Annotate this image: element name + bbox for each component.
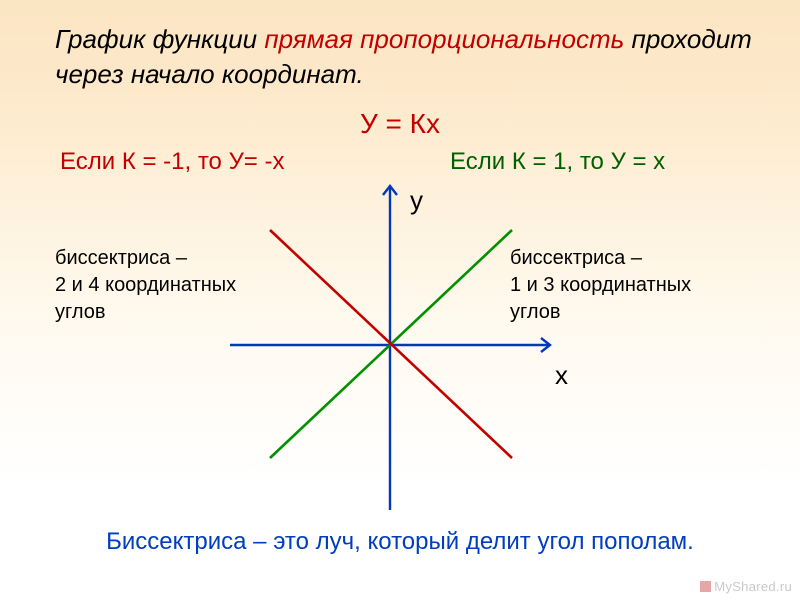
slide: { "title": { "prefix": "График функции "…	[0, 0, 800, 600]
slide-title: График функции прямая пропорциональность…	[55, 22, 755, 92]
title-highlight: прямая пропорциональность	[264, 24, 624, 54]
watermark-text: MyShared.ru	[714, 579, 792, 594]
equation-main: У = Кх	[0, 108, 800, 140]
coordinate-chart	[210, 180, 570, 520]
bisector-definition: Биссектриса – это луч, который делит уго…	[0, 528, 800, 556]
watermark-icon	[700, 581, 711, 592]
note-left-line1: биссектриса –	[55, 247, 187, 269]
axes	[230, 186, 550, 510]
title-prefix: График функции	[55, 24, 264, 54]
condition-k-plus-1: Если К = 1, то У = х	[450, 148, 665, 176]
note-left-line2: 2 и 4 координатных углов	[55, 274, 236, 323]
condition-k-minus-1: Если К = -1, то У= -х	[60, 148, 284, 176]
watermark: MyShared.ru	[700, 579, 792, 594]
